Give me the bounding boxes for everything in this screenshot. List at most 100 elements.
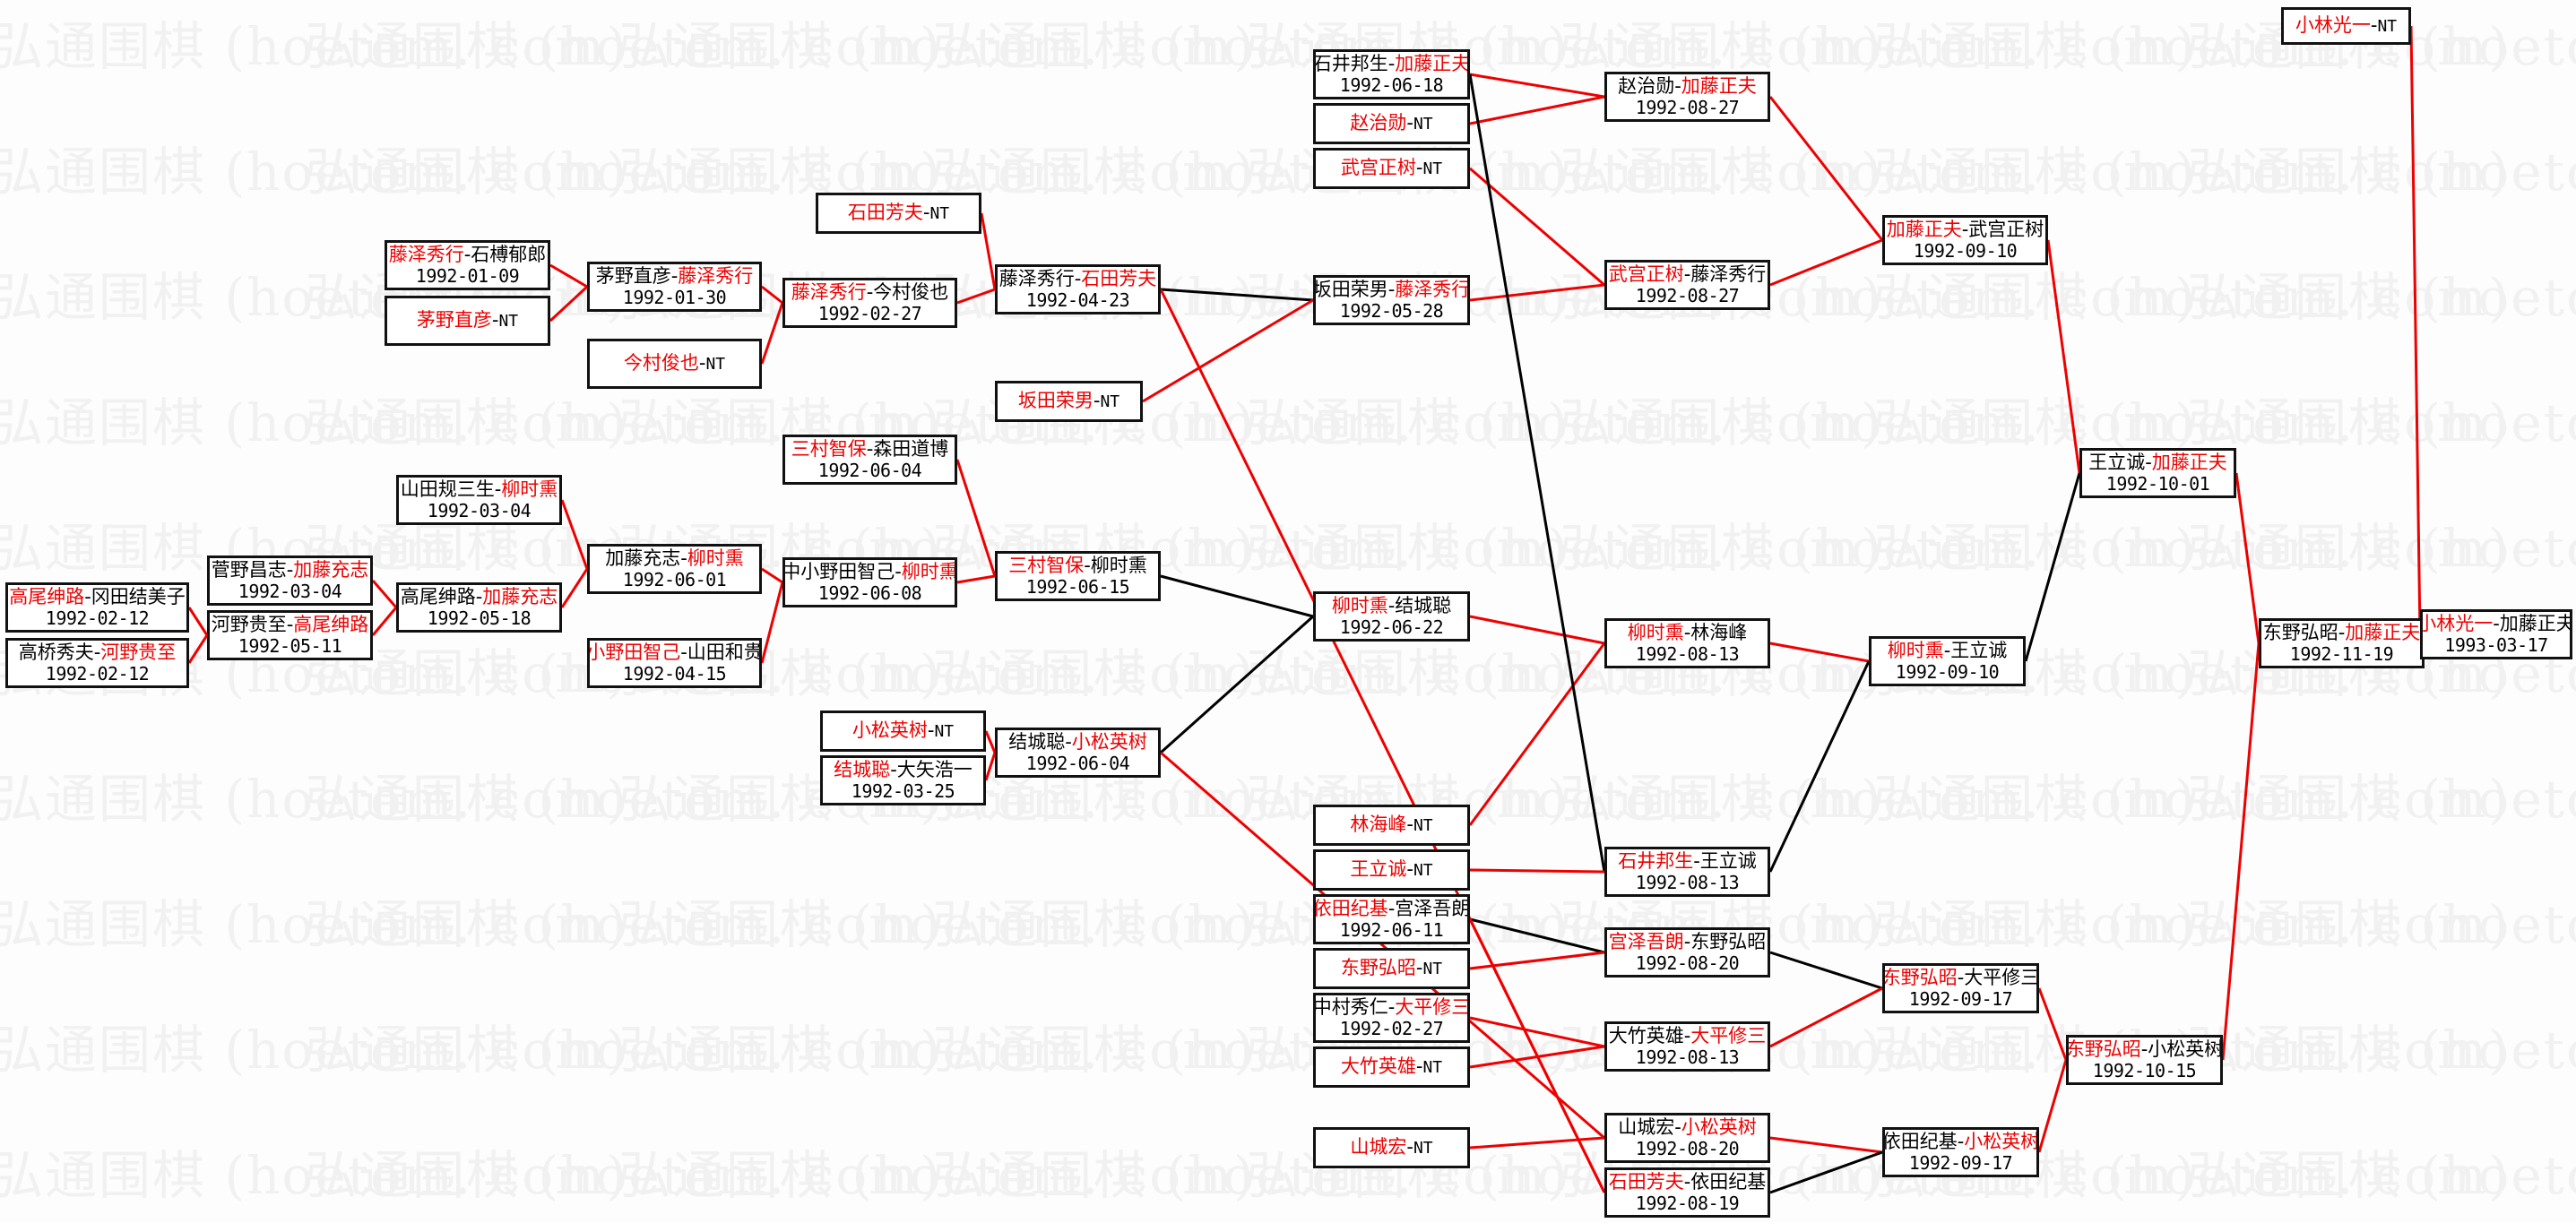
match-box[interactable]: 大竹英雄-NT bbox=[1313, 1046, 1470, 1088]
match-box[interactable]: 山田规三生-柳时熏 1992-03-04 bbox=[396, 475, 562, 525]
match-date: 1992-01-30 bbox=[622, 286, 727, 308]
match-box[interactable]: 坂田荣男-NT bbox=[995, 381, 1143, 422]
player-one: 依田纪基 bbox=[1313, 898, 1388, 920]
player-two: 大平修三 bbox=[1964, 967, 2039, 989]
match-box[interactable]: 三村智保-柳时熏 1992-06-15 bbox=[995, 551, 1161, 601]
match-box[interactable]: 石田芳夫-依田纪基 1992-08-19 bbox=[1604, 1167, 1770, 1218]
match-box[interactable]: 柳时熏-王立诚 1992-09-10 bbox=[1869, 636, 2026, 686]
match-date: 1992-06-01 bbox=[622, 568, 727, 590]
player-one: 山田规三生 bbox=[400, 478, 495, 501]
player-separator: - bbox=[680, 642, 687, 664]
player-separator: - bbox=[2145, 452, 2152, 474]
player-separator: - bbox=[1683, 931, 1691, 953]
match-box[interactable]: 三村智保-森田道博 1992-06-04 bbox=[782, 435, 957, 485]
match-date: 1992-09-17 bbox=[1908, 1151, 2013, 1174]
match-box[interactable]: 加藤正夫-武宫正树 1992-09-10 bbox=[1882, 215, 2048, 265]
match-box[interactable]: 赵治勋-NT bbox=[1313, 103, 1470, 144]
player-one: 加藤正夫 bbox=[1886, 219, 1962, 241]
match-box[interactable]: 中村秀仁-大平修三 1992-02-27 bbox=[1313, 993, 1470, 1043]
bracket-edge bbox=[1160, 574, 1314, 618]
player-one: 高桥秀夫 bbox=[18, 642, 94, 664]
match-box[interactable]: 宫泽吾朗-东野弘昭 1992-08-20 bbox=[1604, 927, 1770, 978]
match-box[interactable]: 藤泽秀行-石田芳夫 1992-04-23 bbox=[995, 264, 1161, 314]
bracket-edge bbox=[1769, 238, 1883, 287]
match-players: 东野弘昭-大平修三 bbox=[1885, 967, 2039, 989]
match-box[interactable]: 东野弘昭-加藤正夫 1992-11-19 bbox=[2259, 618, 2425, 668]
player-two: 藤泽秀行 bbox=[1395, 279, 1470, 301]
match-box[interactable]: 东野弘昭-NT bbox=[1313, 948, 1470, 989]
match-box[interactable]: 柳时熏-林海峰 1992-08-13 bbox=[1604, 618, 1770, 668]
player-one: 三村智保 bbox=[1008, 555, 1085, 577]
match-box[interactable]: 山城宏-NT bbox=[1313, 1127, 1470, 1168]
match-box[interactable]: 石田芳夫-NT bbox=[816, 193, 981, 234]
player-separator: - bbox=[866, 281, 874, 304]
match-box[interactable]: 高桥秀夫-河野贵至 1992-02-12 bbox=[5, 638, 189, 688]
match-date: 1992-06-04 bbox=[1025, 752, 1130, 774]
player-one: 藤泽秀行 bbox=[791, 281, 867, 304]
match-box[interactable]: 结城聪-小松英树 1992-06-04 bbox=[995, 728, 1161, 778]
match-box[interactable]: 赵治勋-加藤正夫 1992-08-27 bbox=[1604, 72, 1770, 122]
match-box[interactable]: 山城宏-小松英树 1992-08-20 bbox=[1604, 1113, 1770, 1163]
player-two: 高尾绅路 bbox=[293, 614, 369, 636]
match-box[interactable]: 王立诚-NT bbox=[1313, 849, 1470, 891]
match-box[interactable]: 东野弘昭-大平修三 1992-09-17 bbox=[1882, 963, 2039, 1013]
match-box[interactable]: 依田纪基-宫泽吾朗 1992-06-11 bbox=[1313, 894, 1470, 944]
match-box[interactable]: 大竹英雄-大平修三 1992-08-13 bbox=[1604, 1021, 1770, 1072]
match-box[interactable]: 藤泽秀行-今村俊也 1992-02-27 bbox=[782, 278, 957, 328]
player-two: 东野弘昭 bbox=[1690, 931, 1767, 953]
player-one: 河野贵至 bbox=[211, 614, 287, 636]
match-box[interactable]: 高尾绅路-冈田结美子 1992-02-12 bbox=[5, 582, 189, 633]
match-box[interactable]: 河野贵至-高尾绅路 1992-05-11 bbox=[207, 610, 373, 660]
bracket-edge bbox=[1469, 73, 1605, 99]
player-two: 山田和贵雄 bbox=[687, 642, 762, 664]
player-one: 坂田荣男 bbox=[1313, 279, 1388, 301]
match-players: 宫泽吾朗-东野弘昭 bbox=[1609, 931, 1767, 953]
bracket-edge bbox=[2409, 25, 2422, 635]
match-box[interactable]: 石井邦生-加藤正夫 1992-06-18 bbox=[1313, 49, 1470, 99]
match-box[interactable]: 结城聪-大矢浩一 1992-03-25 bbox=[820, 755, 986, 805]
match-box[interactable]: 高尾绅路-加藤充志 1992-05-18 bbox=[396, 582, 562, 633]
match-box[interactable]: 王立诚-加藤正夫 1992-10-01 bbox=[2079, 448, 2236, 498]
match-box[interactable]: 今村俊也-NT bbox=[587, 339, 762, 389]
match-box[interactable]: 中小野田智己-柳时熏 1992-06-08 bbox=[782, 557, 957, 607]
match-box[interactable]: 小林光一-NT bbox=[2281, 7, 2411, 45]
match-players: 赵治勋-加藤正夫 bbox=[1618, 75, 1757, 98]
match-box[interactable]: 藤泽秀行-石榑郁郎 1992-01-09 bbox=[385, 240, 550, 290]
player-separator: - bbox=[1406, 858, 1413, 881]
bracket-edge bbox=[1469, 167, 1605, 287]
player-two: 宫泽吾朗 bbox=[1395, 898, 1470, 920]
match-box[interactable]: 菅野昌志-加藤充志 1992-03-04 bbox=[207, 556, 373, 606]
match-box[interactable]: 石井邦生-王立诚 1992-08-13 bbox=[1604, 847, 1770, 897]
match-box[interactable]: 中小野田智己-山田和贵雄1992-04-15 bbox=[587, 638, 762, 688]
bracket-edge bbox=[1768, 96, 1884, 241]
player-separator: - bbox=[84, 586, 91, 608]
player-one: 赵治勋 bbox=[1618, 75, 1675, 98]
match-players: 石井邦生-加藤正夫 bbox=[1316, 53, 1467, 75]
player-two: NT bbox=[498, 312, 519, 332]
bracket-edge bbox=[980, 212, 997, 290]
match-box[interactable]: 武宫正树-NT bbox=[1313, 148, 1470, 189]
player-separator: - bbox=[1415, 957, 1423, 979]
player-one: 茅野直彦 bbox=[416, 309, 492, 332]
match-players: 山城宏-NT bbox=[1350, 1136, 1432, 1158]
match-date: 1992-03-04 bbox=[427, 499, 532, 521]
bracket-edge bbox=[1469, 917, 1605, 954]
match-date: 1992-10-15 bbox=[2092, 1059, 2197, 1081]
match-players: 东野弘昭-加藤正夫 bbox=[2263, 622, 2421, 644]
match-players: 赵治勋-NT bbox=[1350, 112, 1432, 134]
match-box[interactable]: 东野弘昭-小松英树 1992-10-15 bbox=[2066, 1035, 2223, 1085]
match-box[interactable]: 林海峰-NT bbox=[1313, 805, 1470, 846]
match-box[interactable]: 依田纪基-小松英树 1992-09-17 bbox=[1882, 1127, 2039, 1177]
player-two: 小松英树 bbox=[1964, 1131, 2039, 1153]
match-box[interactable]: 柳时熏-结城聪 1992-06-22 bbox=[1313, 591, 1470, 642]
match-box[interactable]: 茅野直彦-NT bbox=[385, 296, 550, 346]
match-box[interactable]: 武宫正树-藤泽秀行 1992-08-27 bbox=[1604, 260, 1770, 310]
player-two: 藤泽秀行 bbox=[678, 265, 754, 288]
player-one: 茅野直彦 bbox=[595, 265, 671, 288]
match-box[interactable]: 小林光一-加藤正夫 1993-03-17 bbox=[2420, 609, 2572, 659]
match-box[interactable]: 小松英树-NT bbox=[820, 711, 986, 752]
match-players: 王立诚-NT bbox=[1350, 858, 1432, 881]
match-box[interactable]: 茅野直彦-藤泽秀行 1992-01-30 bbox=[587, 262, 762, 312]
match-box[interactable]: 坂田荣男-藤泽秀行 1992-05-28 bbox=[1313, 275, 1470, 325]
match-box[interactable]: 加藤充志-柳时熏 1992-06-01 bbox=[587, 544, 762, 594]
